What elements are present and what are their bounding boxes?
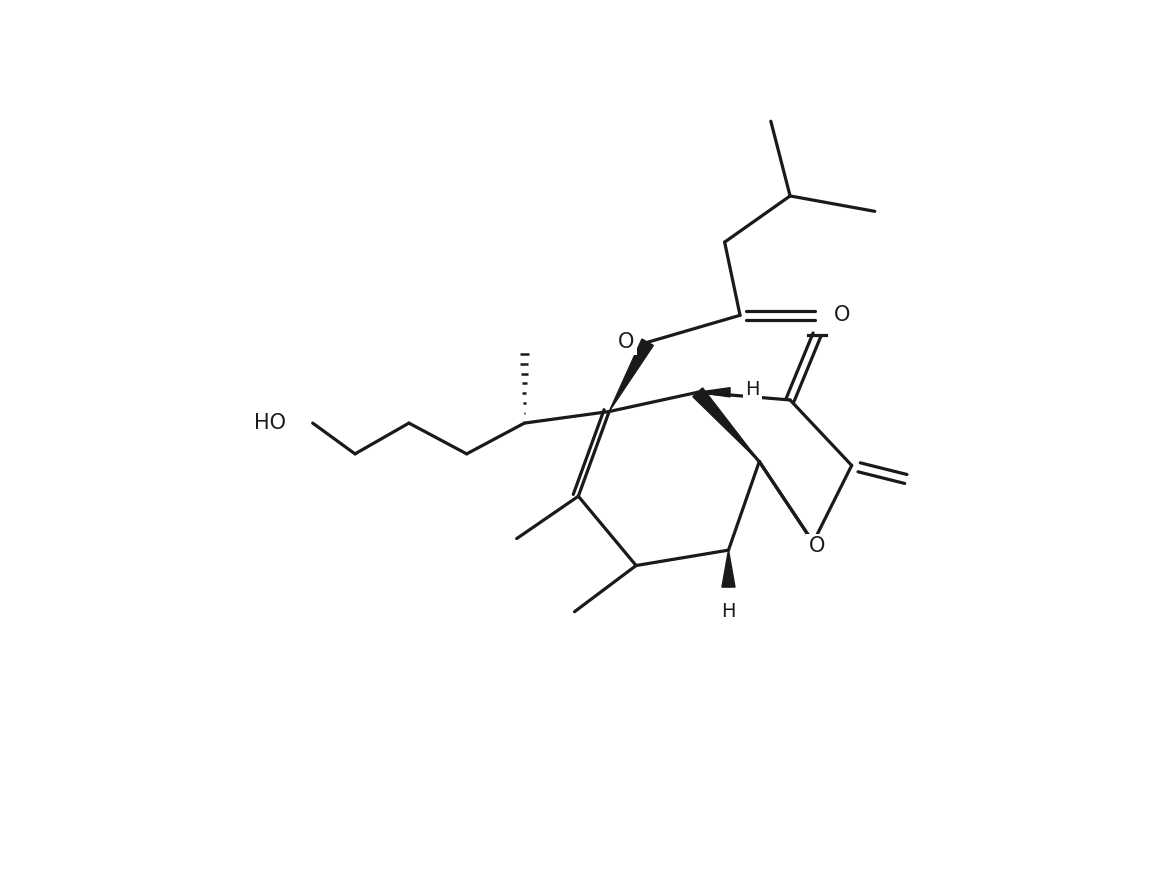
Polygon shape — [722, 550, 735, 587]
Text: HO: HO — [254, 413, 286, 433]
Text: H: H — [745, 380, 760, 400]
Polygon shape — [609, 339, 653, 412]
Text: H: H — [721, 602, 736, 622]
Polygon shape — [698, 388, 730, 397]
Polygon shape — [692, 388, 759, 461]
Text: O: O — [809, 536, 825, 557]
Text: O: O — [834, 305, 850, 325]
Text: O: O — [617, 333, 635, 352]
